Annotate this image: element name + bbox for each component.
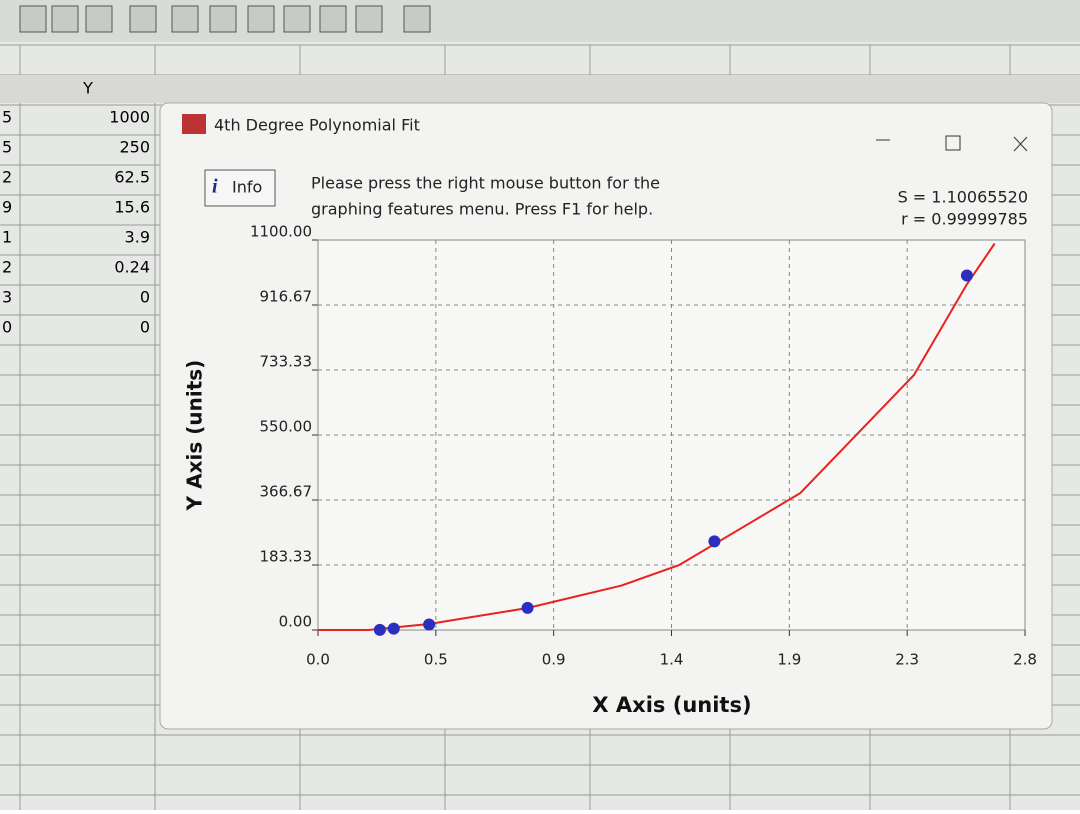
- tool-button[interactable]: [129, 5, 157, 33]
- info-icon: i: [212, 176, 218, 198]
- info-button[interactable]: [204, 169, 276, 207]
- tool-button[interactable]: [319, 5, 347, 33]
- y-tick-label: 916.67: [260, 287, 313, 305]
- cell-left: 2: [2, 258, 12, 277]
- cell-value: 0: [140, 288, 150, 307]
- x-tick-label: 2.8: [1013, 651, 1037, 669]
- toolbar: [0, 0, 1080, 42]
- x-tick-label: 0.5: [424, 651, 448, 669]
- y-tick-label: 366.67: [260, 482, 313, 500]
- tool-button[interactable]: [51, 5, 79, 33]
- x-tick-label: 2.3: [895, 651, 919, 669]
- cell-value: 0: [140, 318, 150, 337]
- maximize-button[interactable]: [945, 135, 961, 151]
- cell-value: 3.9: [125, 228, 150, 247]
- cell-left: 0: [2, 318, 12, 337]
- data-point: [423, 618, 436, 631]
- cell-value: 15.6: [114, 198, 150, 217]
- cell-left: 9: [2, 198, 12, 217]
- column-header: Y: [82, 79, 93, 98]
- y-tick-label: 1100.00: [250, 223, 312, 241]
- cell-value: 62.5: [114, 168, 150, 187]
- data-point: [373, 623, 386, 636]
- message-line: Please press the right mouse button for …: [311, 174, 660, 193]
- cell-value: 0.24: [114, 258, 150, 277]
- data-point: [708, 535, 721, 548]
- cell-left: 1: [2, 228, 12, 247]
- close-button[interactable]: [1013, 136, 1028, 152]
- cell-value: 250: [119, 138, 150, 157]
- data-point: [960, 269, 973, 282]
- y-tick-label: 733.33: [260, 353, 313, 371]
- message-line: graphing features menu. Press F1 for hel…: [311, 200, 653, 219]
- x-tick-label: 0.9: [542, 651, 566, 669]
- cell-left: 3: [2, 288, 12, 307]
- y-tick-label: 550.00: [260, 418, 313, 436]
- tool-button[interactable]: [403, 5, 431, 33]
- x-tick-label: 1.4: [660, 651, 684, 669]
- tool-button[interactable]: [355, 5, 383, 33]
- y-tick-label: 0.00: [279, 613, 312, 631]
- cell-left: 2: [2, 168, 12, 187]
- data-point: [387, 622, 400, 635]
- tool-button[interactable]: [283, 5, 311, 33]
- cell-left: 5: [2, 108, 12, 127]
- tool-button[interactable]: [171, 5, 199, 33]
- tool-button[interactable]: [209, 5, 237, 33]
- tool-button[interactable]: [247, 5, 275, 33]
- app-icon: [182, 114, 206, 134]
- window-title: 4th Degree Polynomial Fit: [214, 116, 420, 135]
- stat-r: r = 0.99999785: [901, 210, 1028, 229]
- info-label: Info: [232, 178, 262, 197]
- x-tick-label: 0.0: [306, 651, 330, 669]
- data-point: [521, 601, 534, 614]
- tool-button[interactable]: [19, 5, 47, 33]
- column-header-row: [0, 75, 1080, 103]
- stat-s: S = 1.10065520: [898, 188, 1028, 207]
- toolbar-buttons: [19, 5, 431, 33]
- cell-value: 1000: [109, 108, 150, 127]
- x-tick-label: 1.9: [777, 651, 801, 669]
- tool-button[interactable]: [85, 5, 113, 33]
- plot: 0.00 183.33 366.67 550.00 733.33 916.67 1100.0…: [250, 223, 1037, 669]
- x-axis-title: X Axis (units): [592, 693, 751, 717]
- y-axis-title: Y Axis (units): [183, 360, 207, 512]
- y-tick-label: 183.33: [260, 548, 313, 566]
- cell-left: 5: [2, 138, 12, 157]
